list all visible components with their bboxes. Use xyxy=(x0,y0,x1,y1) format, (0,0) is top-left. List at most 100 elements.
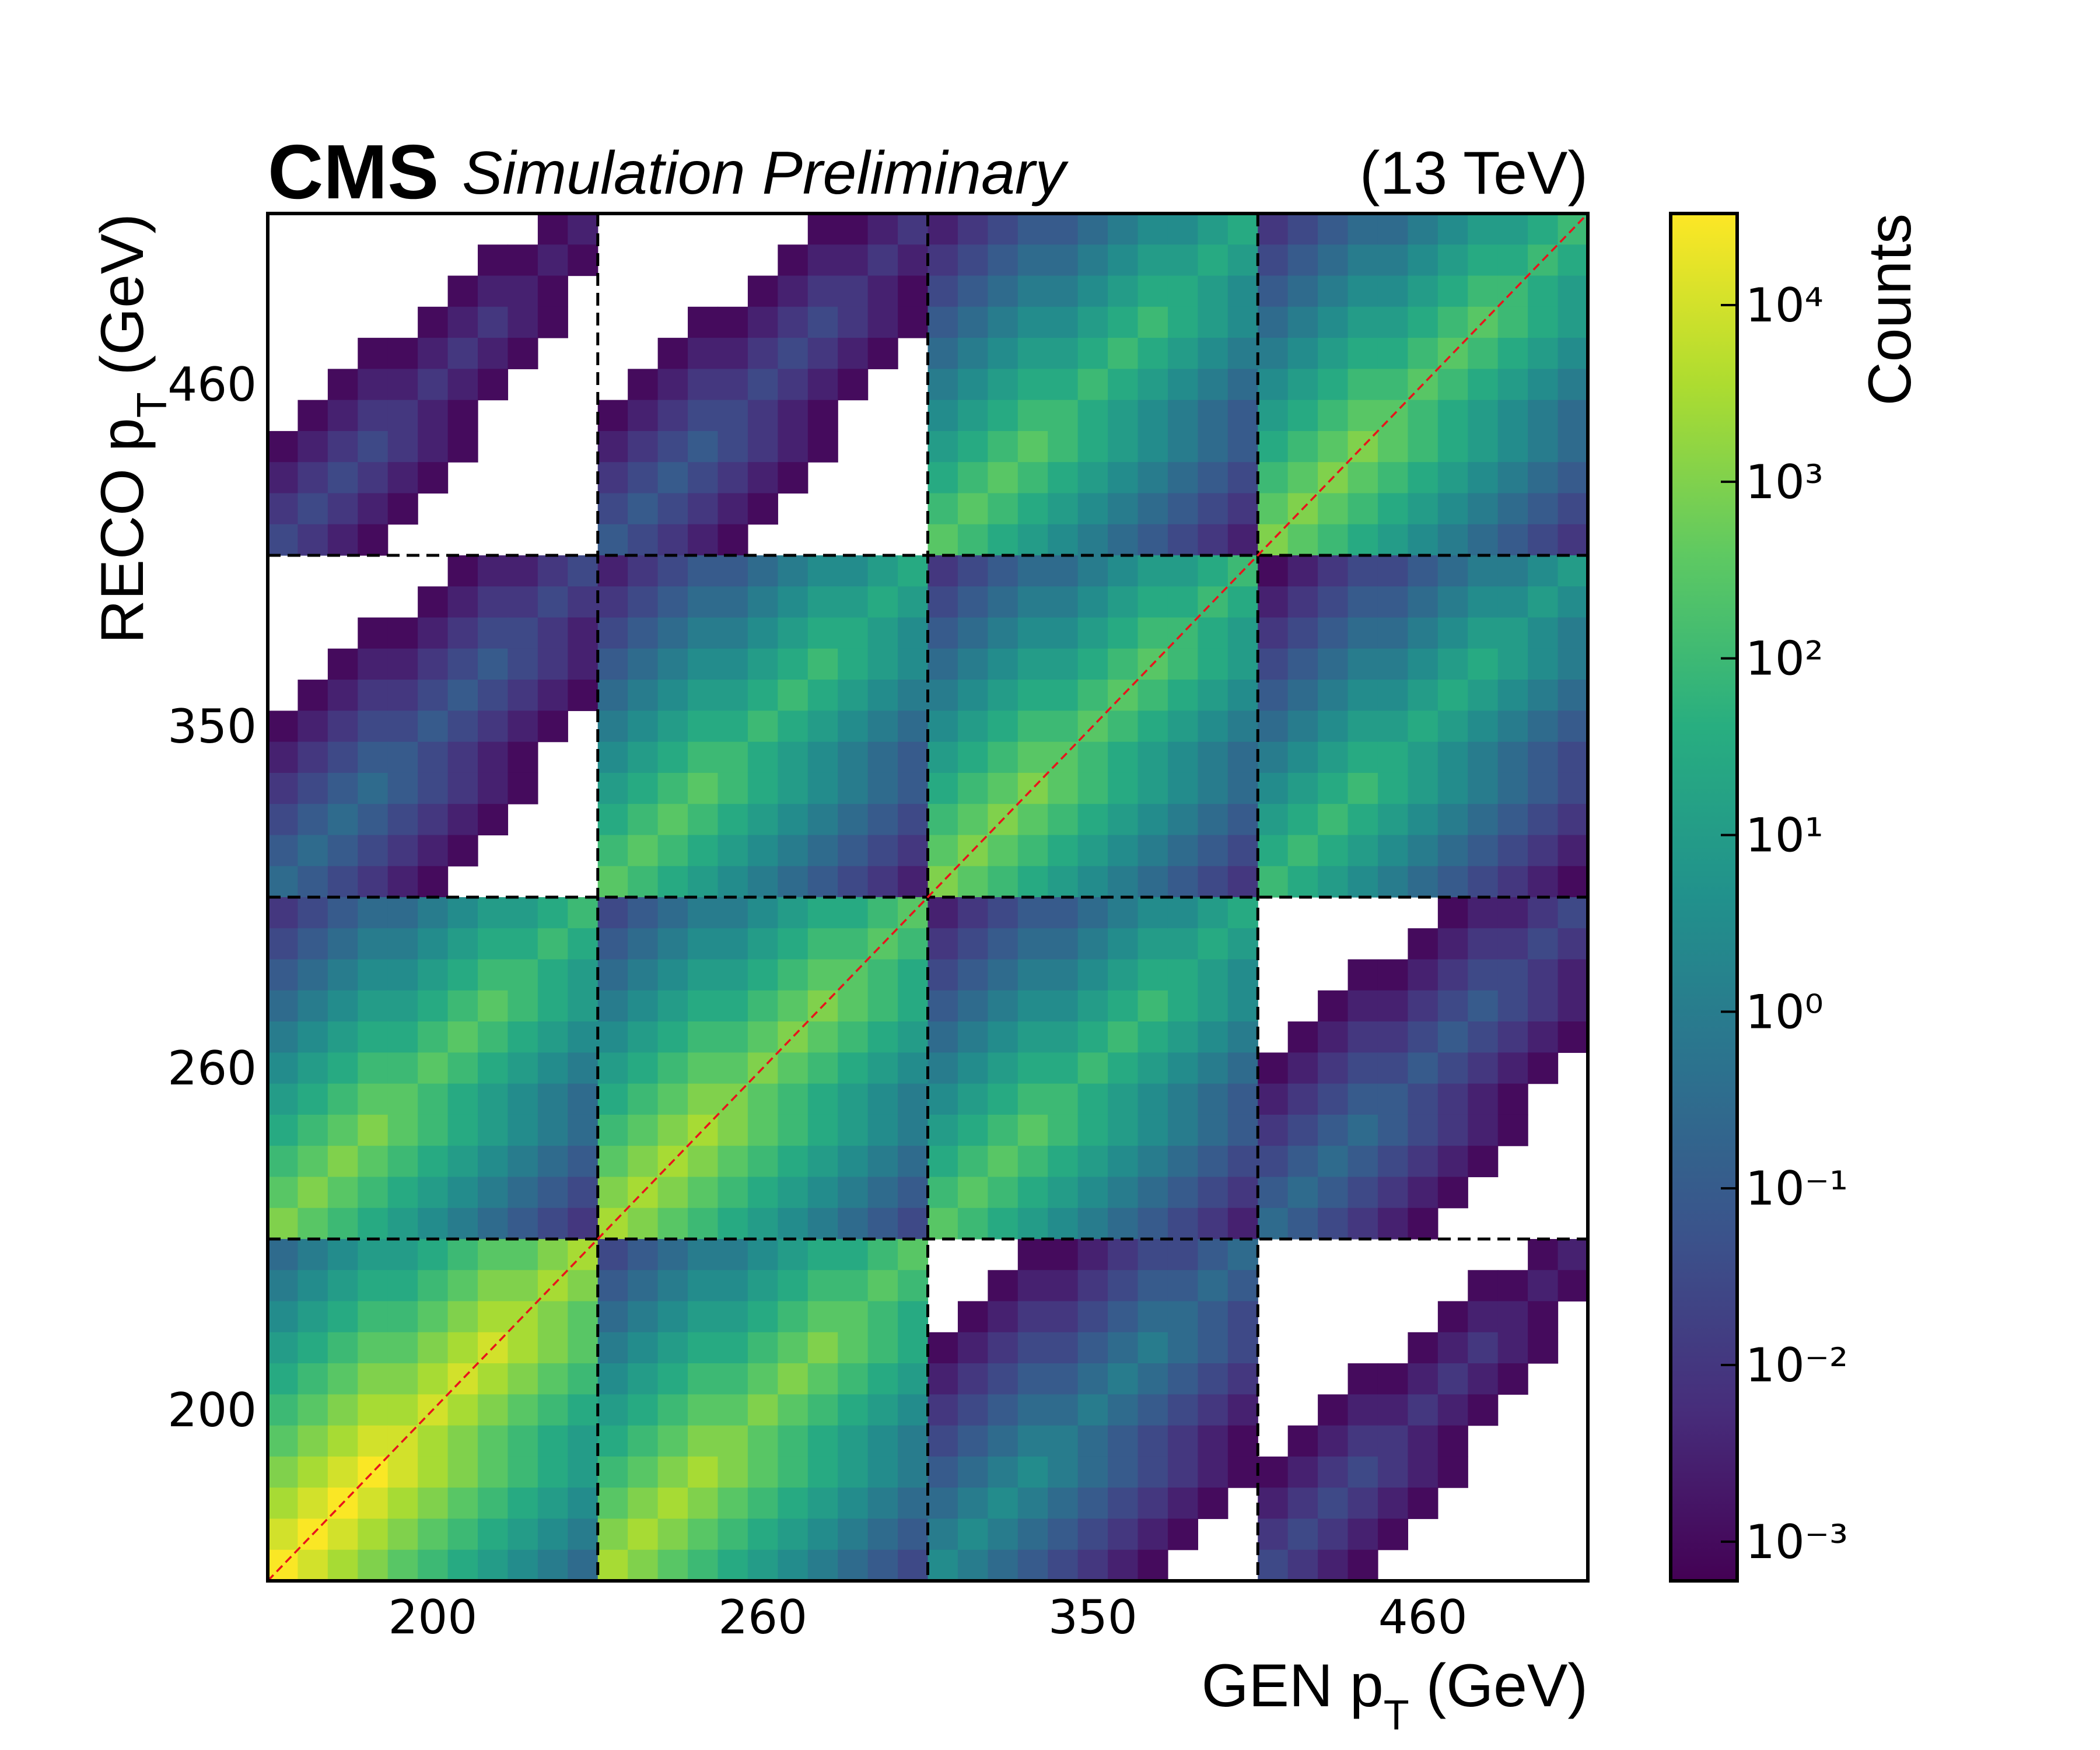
cell xyxy=(268,1301,299,1333)
cell xyxy=(597,493,628,525)
cell xyxy=(838,617,869,649)
cell xyxy=(988,1208,1019,1240)
cell xyxy=(628,1052,659,1084)
cell xyxy=(268,990,299,1022)
cell xyxy=(778,1332,808,1364)
cell xyxy=(537,1146,568,1178)
cell xyxy=(807,275,838,307)
cell xyxy=(327,835,358,867)
cell xyxy=(1408,1456,1438,1488)
cell xyxy=(597,1052,628,1084)
cell xyxy=(628,586,659,618)
cell xyxy=(508,990,538,1022)
cell xyxy=(1167,338,1198,369)
cell xyxy=(628,1270,659,1302)
cell xyxy=(298,804,328,836)
cell xyxy=(597,400,628,432)
cell xyxy=(838,275,869,307)
cell xyxy=(1138,741,1168,774)
cell xyxy=(268,1021,299,1053)
cell xyxy=(1468,680,1499,711)
x-tick-label: 460 xyxy=(1378,1590,1468,1644)
colorbar-tick-label: 10⁴ xyxy=(1745,278,1824,332)
cell xyxy=(447,1021,478,1053)
cell xyxy=(928,306,958,338)
cell xyxy=(1198,648,1228,680)
cell xyxy=(628,804,659,836)
cell xyxy=(1408,866,1438,898)
cell xyxy=(1558,586,1588,618)
cell xyxy=(1138,928,1168,960)
cell xyxy=(1198,710,1228,743)
cell xyxy=(838,1332,869,1364)
cell xyxy=(1528,835,1559,867)
cell xyxy=(1497,430,1528,463)
cell xyxy=(628,772,659,804)
cell xyxy=(327,772,358,804)
cell xyxy=(867,214,898,245)
cell xyxy=(778,244,808,276)
cell xyxy=(1017,928,1048,960)
cell xyxy=(1287,1208,1318,1240)
cell xyxy=(387,1270,418,1302)
cell xyxy=(957,680,988,711)
cell xyxy=(657,741,688,774)
cell xyxy=(657,338,688,369)
cell xyxy=(1198,1146,1228,1178)
cell xyxy=(1377,369,1409,401)
cell xyxy=(838,1146,869,1178)
cell xyxy=(747,710,778,743)
cell xyxy=(957,214,988,245)
cell xyxy=(268,1518,299,1550)
cell xyxy=(1528,990,1559,1022)
cell xyxy=(1108,928,1139,960)
cell xyxy=(1017,1456,1048,1488)
cell xyxy=(1497,1083,1528,1115)
cell xyxy=(778,462,808,494)
cell xyxy=(1108,617,1139,649)
cell xyxy=(747,1425,778,1457)
cell xyxy=(688,400,719,432)
cell xyxy=(508,1425,538,1457)
cell xyxy=(1077,400,1108,432)
cell xyxy=(1167,1021,1198,1053)
cell xyxy=(867,586,898,618)
cell xyxy=(1408,214,1438,245)
cell xyxy=(387,772,418,804)
cell xyxy=(718,1394,748,1426)
cell xyxy=(1138,1518,1168,1550)
cell xyxy=(358,648,388,680)
cell xyxy=(747,897,778,929)
cell xyxy=(418,959,449,991)
cell xyxy=(1348,369,1378,401)
cell xyxy=(688,866,719,898)
cell xyxy=(957,369,988,401)
cell xyxy=(628,866,659,898)
cell xyxy=(807,306,838,338)
cell xyxy=(1318,1488,1349,1520)
cell xyxy=(1348,524,1378,556)
cell xyxy=(807,1549,838,1581)
cell xyxy=(1138,462,1168,494)
cell xyxy=(778,1146,808,1178)
cell xyxy=(1468,959,1499,991)
cell xyxy=(418,772,449,804)
cell xyxy=(657,1518,688,1550)
cell xyxy=(807,1270,838,1302)
cell xyxy=(957,741,988,774)
cell xyxy=(268,1332,299,1364)
cell xyxy=(327,990,358,1022)
cell xyxy=(1497,1363,1528,1395)
cell xyxy=(1408,1083,1438,1115)
cell xyxy=(1198,400,1228,432)
cell xyxy=(327,928,358,960)
cell xyxy=(838,1021,869,1053)
cell xyxy=(1198,990,1228,1022)
cell xyxy=(928,369,958,401)
cell xyxy=(537,1177,568,1209)
cell xyxy=(988,1394,1019,1426)
cell xyxy=(597,897,628,929)
cell xyxy=(1437,648,1468,680)
cell xyxy=(418,741,449,774)
cell xyxy=(1138,1270,1168,1302)
